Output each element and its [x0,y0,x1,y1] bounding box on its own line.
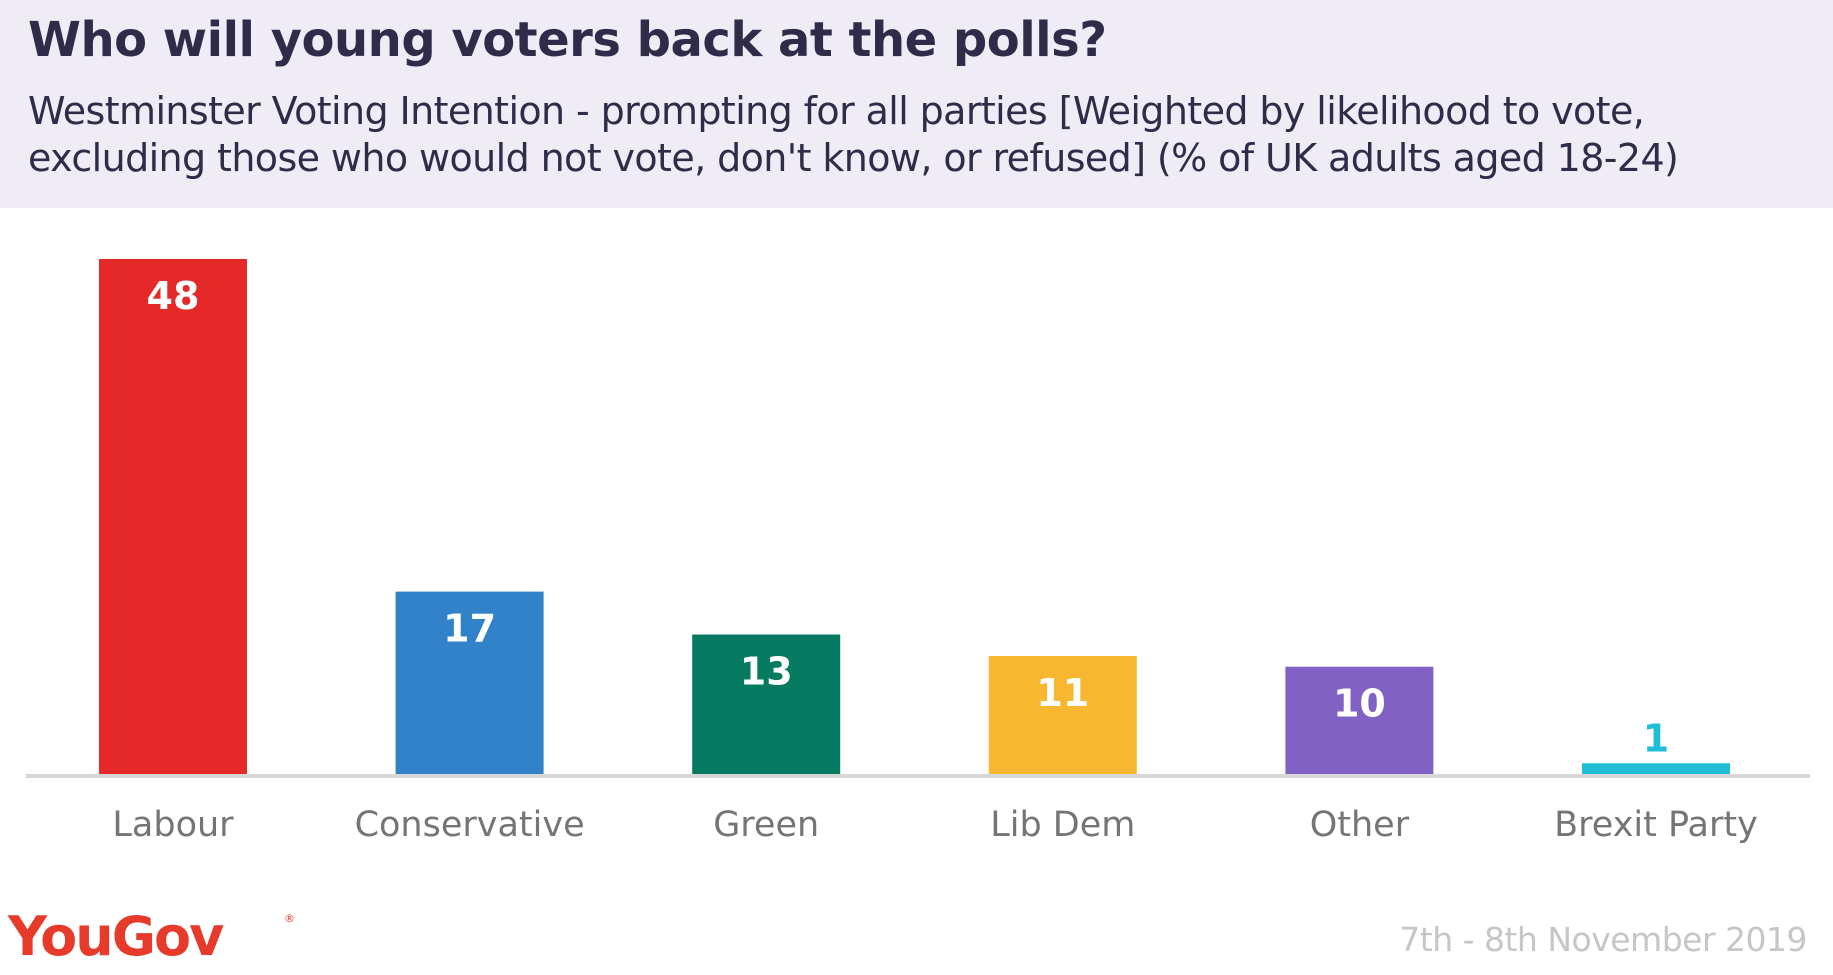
bar-brexit-party [1582,763,1730,774]
category-labels-group: Labour Conservative Green Lib Dem Other Brexi… [112,805,1757,845]
bar-labour [99,259,247,774]
value-label-conservative: 17 [443,607,496,651]
yougov-logo: YouGov [8,905,224,968]
category-label-other: Other [1310,805,1410,845]
value-label-brexit-party: 1 [1643,716,1669,760]
bar-other [1285,666,1434,774]
value-label-lib-dem: 11 [1036,671,1089,715]
value-label-green: 13 [740,650,793,694]
bar-green [692,634,841,774]
page-title: Who will young voters back at the polls? [28,12,1107,68]
value-label-labour: 48 [147,274,200,318]
category-label-conservative: Conservative [355,805,585,845]
bar-conservative [395,591,544,774]
category-label-labour: Labour [112,805,234,845]
value-label-other: 10 [1333,682,1386,726]
registered-mark: ® [284,912,295,925]
bar-chart: 48 17 13 11 10 1 Labour Conservative Green Lib D… [26,259,1810,845]
bar-lib-dem [988,655,1137,774]
bars-group [99,259,1730,774]
category-label-green: Green [713,805,819,845]
value-labels-group: 48 17 13 11 10 1 [147,274,1670,760]
category-label-brexit-party: Brexit Party [1554,805,1758,845]
header-band: Who will young voters back at the polls?… [0,0,1833,208]
survey-date: 7th - 8th November 2019 [1399,920,1807,959]
category-label-lib-dem: Lib Dem [990,805,1135,845]
page-subtitle: Westminster Voting Intention - prompting… [28,89,1679,180]
